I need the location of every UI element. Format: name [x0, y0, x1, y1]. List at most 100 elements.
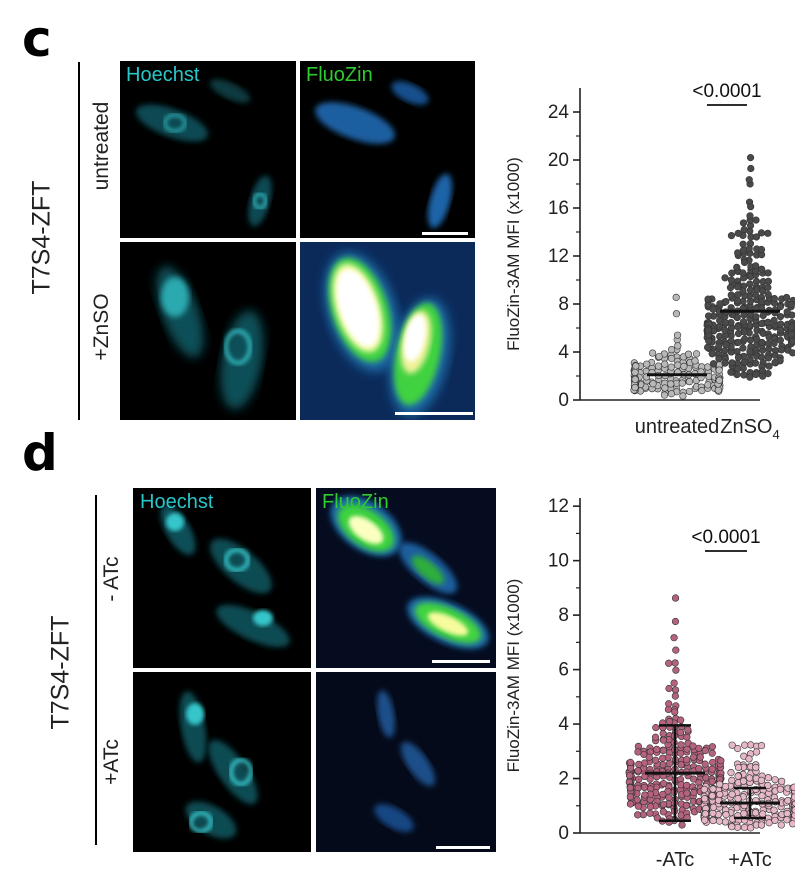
data-point	[701, 816, 709, 824]
data-point	[777, 346, 786, 354]
data-point	[655, 352, 663, 361]
data-point	[665, 759, 674, 768]
data-point	[634, 767, 642, 775]
data-point	[764, 229, 772, 237]
y-tick-label: 2	[558, 769, 569, 790]
data-point	[764, 781, 772, 790]
series-ZnSO4	[703, 154, 795, 381]
data-point	[788, 337, 795, 346]
data-point	[704, 363, 712, 371]
data-point	[661, 384, 669, 392]
micrograph-d-fluozin-plus-atc	[316, 672, 496, 852]
data-point	[659, 730, 667, 738]
data-point	[708, 743, 716, 751]
data-point	[727, 291, 735, 299]
y-tick-label: 6	[558, 660, 569, 681]
data-point	[728, 776, 736, 784]
data-point	[746, 373, 754, 381]
data-point	[659, 736, 668, 744]
data-point	[715, 342, 723, 350]
y-tick-label: 4	[558, 342, 569, 363]
data-point	[704, 326, 712, 334]
data-point	[683, 781, 691, 789]
data-point	[739, 219, 748, 227]
data-point	[673, 331, 682, 339]
data-point	[740, 823, 749, 832]
data-point	[674, 342, 682, 350]
data-point	[728, 269, 736, 277]
data-point	[667, 390, 676, 398]
data-point	[722, 297, 730, 306]
data-point	[734, 338, 742, 347]
panel-d-bracket-line	[95, 495, 97, 845]
data-point	[674, 361, 682, 369]
data-point	[776, 336, 785, 344]
data-point	[764, 269, 772, 277]
data-point	[685, 387, 694, 396]
data-point	[751, 359, 760, 367]
y-tick-label: 24	[548, 102, 570, 123]
data-point	[734, 744, 742, 753]
data-point	[787, 300, 795, 308]
data-point	[701, 795, 709, 803]
data-point	[665, 794, 673, 802]
data-point	[734, 763, 743, 772]
data-point	[631, 383, 639, 392]
data-point	[770, 294, 778, 303]
data-point	[671, 617, 680, 626]
data-point	[667, 380, 675, 388]
data-point	[733, 263, 741, 271]
series-+ATc	[700, 741, 795, 832]
data-point	[682, 801, 691, 810]
x-category-label: untreated	[635, 416, 720, 438]
data-point	[654, 362, 663, 370]
y-tick-label: 0	[558, 823, 569, 844]
data-point	[651, 733, 660, 741]
data-point	[701, 810, 709, 818]
data-point	[771, 776, 779, 784]
data-point	[758, 792, 766, 800]
data-point	[746, 154, 755, 162]
y-tick-label: 4	[558, 714, 569, 735]
data-point	[741, 258, 749, 267]
y-tick-label: 8	[558, 605, 569, 626]
data-point	[631, 375, 639, 383]
data-point	[782, 293, 791, 302]
data-point	[764, 283, 772, 292]
micrograph-d-fluozin-minus-atc	[316, 488, 496, 668]
data-point	[739, 318, 748, 326]
panel-c-strain-label: T7S4-ZFT	[27, 180, 56, 295]
data-point	[728, 359, 736, 367]
data-point	[741, 741, 749, 749]
data-point	[759, 810, 767, 818]
data-point	[704, 312, 713, 320]
data-point	[716, 300, 724, 308]
scale-bar-d2	[436, 846, 490, 849]
data-point	[670, 634, 678, 642]
data-point	[678, 821, 686, 829]
data-point	[646, 803, 655, 811]
data-point	[717, 757, 725, 765]
data-point	[626, 800, 634, 808]
data-point	[722, 811, 730, 819]
data-point	[734, 229, 742, 237]
data-point	[641, 772, 649, 781]
data-point	[704, 295, 712, 303]
chart-d: 0 2 4 6 8 10 12 FluoZin-3AM MFI (x1000) -ATc +ATc…	[504, 496, 795, 871]
data-point	[665, 700, 673, 708]
data-point	[722, 341, 730, 349]
data-point	[790, 783, 795, 791]
scale-bar-c2	[395, 412, 473, 415]
data-point	[746, 286, 755, 294]
data-point	[695, 765, 703, 773]
data-point	[765, 362, 773, 370]
y-axis-label: FluoZin-3AM MFI (x1000)	[504, 579, 523, 773]
data-point	[721, 274, 729, 282]
data-point	[778, 777, 786, 785]
micrograph-c-fluozin-znso	[300, 242, 475, 420]
data-point	[759, 287, 767, 295]
data-point	[752, 370, 760, 379]
significance-label: <0.0001	[692, 81, 761, 102]
data-point	[739, 240, 747, 248]
data-point	[764, 290, 772, 299]
